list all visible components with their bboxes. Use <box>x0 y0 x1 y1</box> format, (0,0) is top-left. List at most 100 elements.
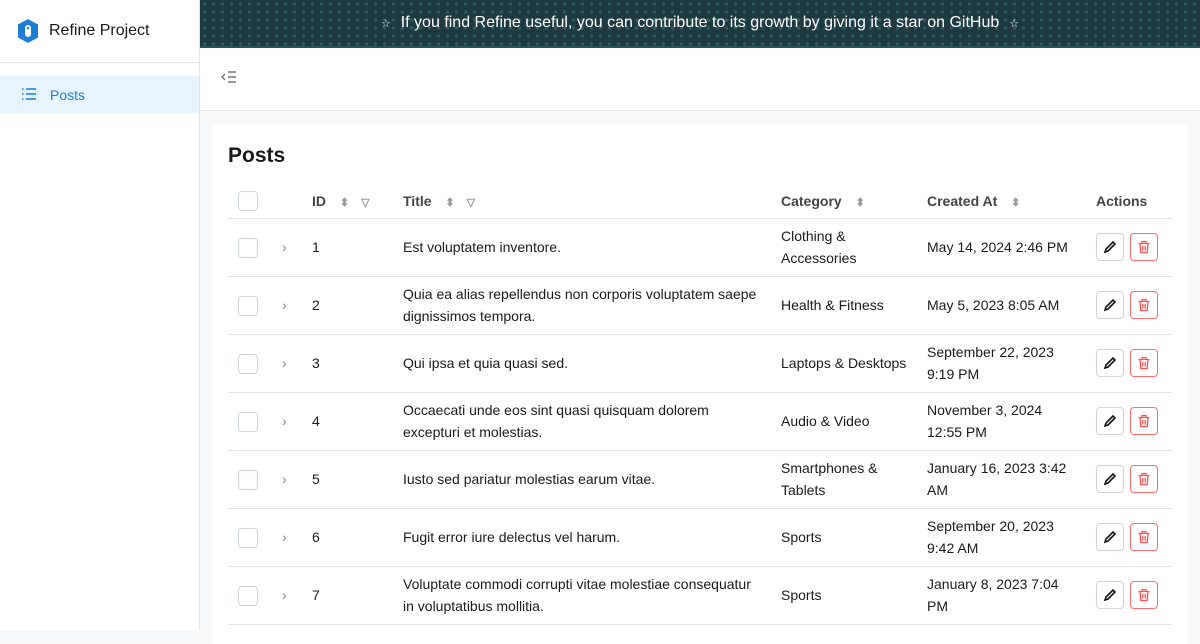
category-cell: Smartphones & Tablets <box>781 450 927 509</box>
delete-button[interactable] <box>1130 349 1158 377</box>
sort-icon[interactable]: ⬍ <box>1011 197 1021 210</box>
table-row: › 7 Voluptate commodi corrupti vitae mol… <box>228 566 1172 625</box>
refine-logo-icon <box>18 19 38 43</box>
id-cell: 6 <box>312 508 403 567</box>
created-at-header: Created At <box>927 193 998 210</box>
table-row: › 6 Fugit error iure delectus vel harum.… <box>228 508 1172 567</box>
trash-icon <box>1138 530 1150 544</box>
github-star-banner[interactable]: ☆ If you find Refine useful, you can con… <box>200 0 1200 48</box>
sidebar-item-posts[interactable]: Posts <box>0 76 199 113</box>
pencil-icon <box>1103 414 1117 428</box>
category-cell: Sports <box>781 566 927 625</box>
trash-icon <box>1138 356 1150 370</box>
delete-button[interactable] <box>1130 581 1158 609</box>
trash-icon <box>1138 240 1150 254</box>
toolbar <box>200 48 1200 111</box>
edit-button[interactable] <box>1096 291 1124 319</box>
select-all-checkbox[interactable] <box>238 191 258 212</box>
sort-icon[interactable]: ⬍ <box>445 197 455 210</box>
expand-row-icon[interactable]: › <box>282 355 287 371</box>
table-row: › 1 Est voluptatem inventore. Clothing &… <box>228 218 1172 277</box>
sort-icon[interactable]: ⬍ <box>339 197 350 210</box>
title-cell: Iusto sed pariatur molestias earum vitae… <box>403 450 781 509</box>
posts-table: ID ⬍ ▽ Title ⬍ ▽ Category ⬍ Created At ⬍ A… <box>228 185 1172 625</box>
expand-row-icon[interactable]: › <box>282 297 287 313</box>
table-row: › 3 Qui ipsa et quia quasi sed. Laptops … <box>228 334 1172 393</box>
title-cell: Occaecati unde eos sint quasi quisquam d… <box>403 392 781 451</box>
category-cell: Laptops & Desktops <box>781 334 927 393</box>
row-checkbox[interactable] <box>238 586 258 607</box>
created-at-cell: May 14, 2024 2:46 PM <box>927 218 1096 277</box>
created-at-cell: November 3, 2024 12:55 PM <box>927 392 1096 451</box>
row-checkbox[interactable] <box>238 238 258 259</box>
delete-button[interactable] <box>1130 465 1158 493</box>
category-header: Category <box>781 193 842 210</box>
title-cell: Quia ea alias repellendus non corporis v… <box>403 276 781 335</box>
row-checkbox[interactable] <box>238 470 258 491</box>
delete-button[interactable] <box>1130 233 1158 261</box>
created-at-cell: September 22, 2023 9:19 PM <box>927 334 1096 393</box>
id-cell: 2 <box>312 276 403 335</box>
sort-icon[interactable]: ⬍ <box>855 197 865 210</box>
trash-icon <box>1138 588 1150 602</box>
category-cell: Audio & Video <box>781 392 927 451</box>
collapse-sidebar-icon[interactable] <box>220 70 238 89</box>
edit-button[interactable] <box>1096 581 1124 609</box>
title-cell: Voluptate commodi corrupti vitae molesti… <box>403 566 781 625</box>
trash-icon <box>1138 472 1150 486</box>
category-cell: Health & Fitness <box>781 276 927 335</box>
title-cell: Fugit error iure delectus vel harum. <box>403 508 781 567</box>
category-cell: Clothing & Accessories <box>781 218 927 277</box>
expand-row-icon[interactable]: › <box>282 413 287 429</box>
expand-row-icon[interactable]: › <box>282 471 287 487</box>
banner-text: If you find Refine useful, you can contr… <box>400 14 1000 31</box>
row-checkbox[interactable] <box>238 296 258 317</box>
row-checkbox[interactable] <box>238 412 258 433</box>
delete-button[interactable] <box>1130 407 1158 435</box>
posts-card: Posts ID ⬍ ▽ Title ⬍ ▽ Category ⬍ Created … <box>212 124 1188 644</box>
logo[interactable]: Refine Project <box>0 0 199 63</box>
pencil-icon <box>1103 356 1117 370</box>
pencil-icon <box>1103 298 1117 312</box>
created-at-cell: September 20, 2023 9:42 AM <box>927 508 1096 567</box>
id-cell: 5 <box>312 450 403 509</box>
star-icon: ☆ <box>380 17 391 30</box>
category-cell: Sports <box>781 508 927 567</box>
page-title: Posts <box>228 144 286 167</box>
title-cell: Est voluptatem inventore. <box>403 218 781 277</box>
edit-button[interactable] <box>1096 523 1124 551</box>
id-header: ID <box>312 193 326 210</box>
pencil-icon <box>1103 530 1117 544</box>
pencil-icon <box>1103 588 1117 602</box>
edit-button[interactable] <box>1096 407 1124 435</box>
pencil-icon <box>1103 472 1117 486</box>
pencil-icon <box>1103 240 1117 254</box>
table-row: › 4 Occaecati unde eos sint quasi quisqu… <box>228 392 1172 451</box>
delete-button[interactable] <box>1130 523 1158 551</box>
id-cell: 1 <box>312 218 403 277</box>
sidebar-item-label: Posts <box>50 86 86 103</box>
table-row: › 5 Iusto sed pariatur molestias earum v… <box>228 450 1172 509</box>
filter-icon[interactable]: ▽ <box>466 197 476 210</box>
edit-button[interactable] <box>1096 465 1124 493</box>
star-icon: ☆ <box>1009 17 1020 30</box>
expand-row-icon[interactable]: › <box>282 587 287 603</box>
title-cell: Qui ipsa et quia quasi sed. <box>403 334 781 393</box>
app-title: Refine Project <box>49 22 150 39</box>
created-at-cell: January 8, 2023 7:04 PM <box>927 566 1096 625</box>
filter-icon[interactable]: ▽ <box>361 197 370 210</box>
table-header-row: ID ⬍ ▽ Title ⬍ ▽ Category ⬍ Created At ⬍ A… <box>228 185 1172 219</box>
id-cell: 3 <box>312 334 403 393</box>
list-icon <box>22 87 36 103</box>
id-cell: 4 <box>312 392 403 451</box>
expand-row-icon[interactable]: › <box>282 529 287 545</box>
row-checkbox[interactable] <box>238 354 258 375</box>
edit-button[interactable] <box>1096 233 1124 261</box>
title-header: Title <box>403 193 432 210</box>
expand-row-icon[interactable]: › <box>282 239 287 255</box>
trash-icon <box>1138 298 1150 312</box>
edit-button[interactable] <box>1096 349 1124 377</box>
sidebar: Refine Project Posts <box>0 0 200 630</box>
row-checkbox[interactable] <box>238 528 258 549</box>
delete-button[interactable] <box>1130 291 1158 319</box>
